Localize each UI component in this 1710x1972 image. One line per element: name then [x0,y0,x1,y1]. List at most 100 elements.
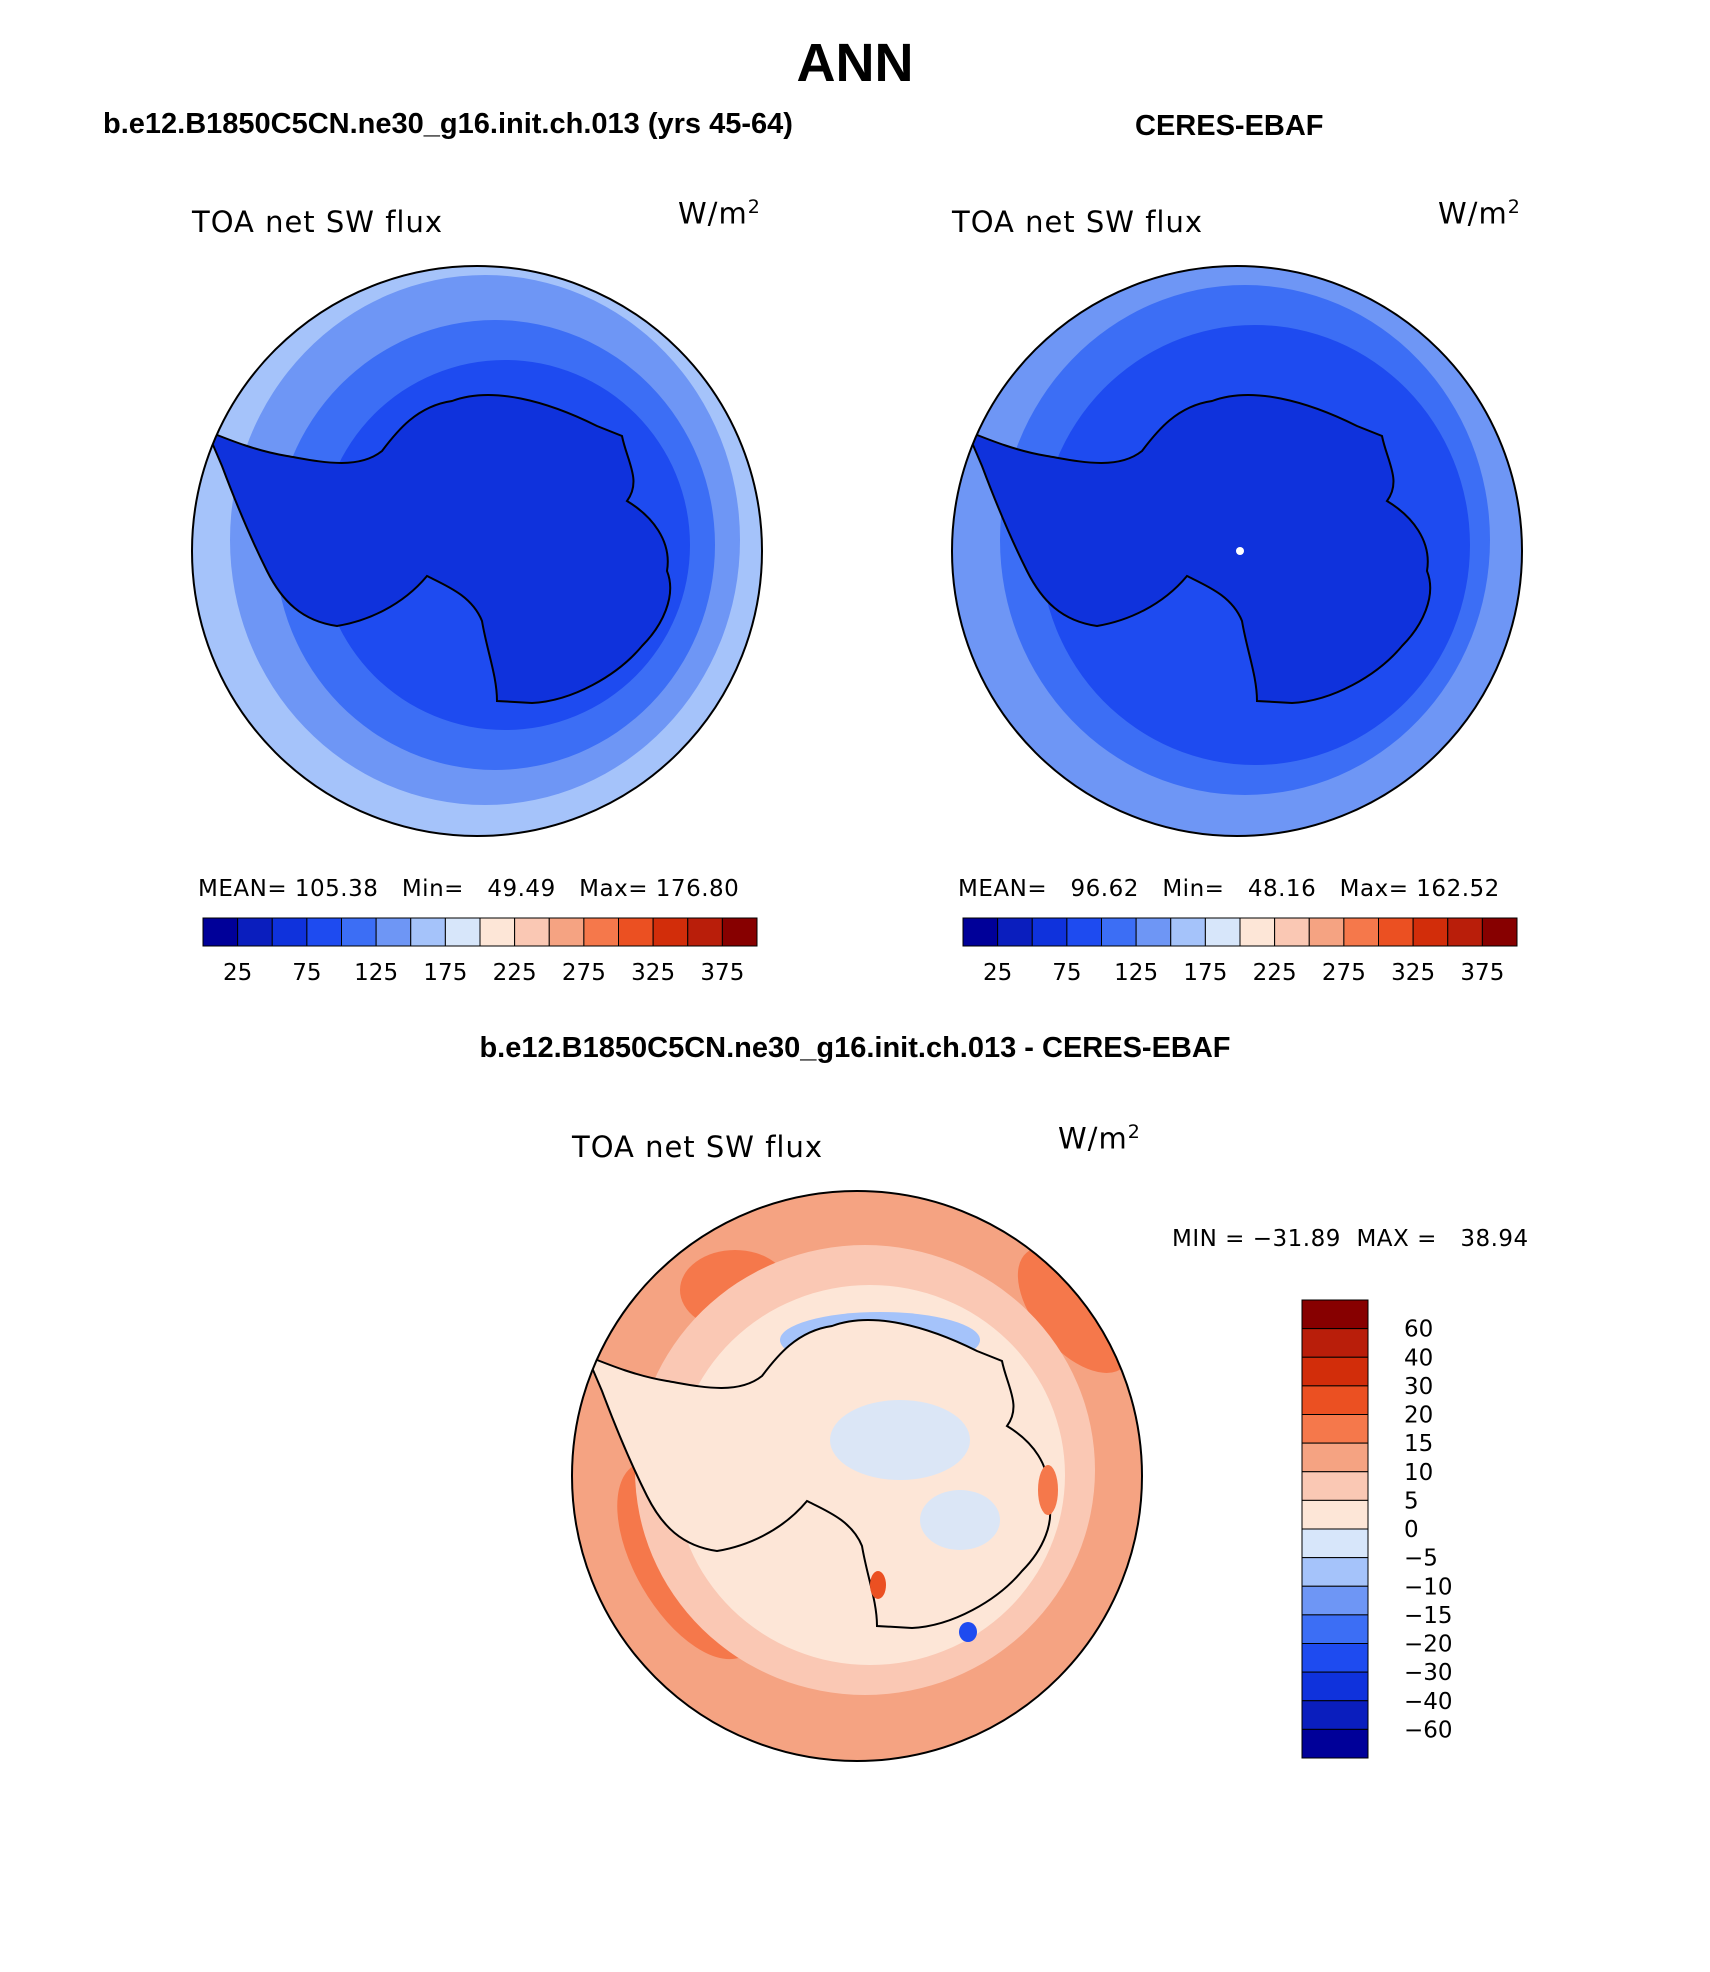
colorbar-box [514,917,550,947]
colorbar-tick-label: −5 [1404,1546,1438,1572]
colorbar-tick-label: 275 [1322,960,1366,986]
colorbar-box [548,917,585,947]
colorbar-box [1301,1328,1369,1358]
colorbar-box [583,917,619,947]
colorbar-tick-label: 375 [700,960,744,986]
colorbar-tick-label: 20 [1404,1403,1433,1429]
colorbar-tick-label: 175 [1183,960,1227,986]
colorbar-box [1301,1643,1369,1673]
colorbar-box [1301,1557,1369,1587]
colorbar-tick-label: 25 [983,960,1012,986]
colorbar-tick-label: 0 [1404,1517,1419,1543]
colorbar-box [1301,1671,1369,1702]
colorbar-tick-label: 375 [1460,960,1504,986]
colorbar-box [1301,1728,1369,1759]
colorbar-box [1301,1471,1369,1501]
right-colorbar: 25 75 125 175 225 275 325 375 [962,917,1518,986]
colorbar-tick-label: 75 [292,960,321,986]
colorbar-tick-label: 225 [493,960,537,986]
right-stats: MEAN= 96.62 Min= 48.16 Max= 162.52 [958,876,1500,902]
colorbar-box [1378,917,1414,947]
colorbar-box [1301,1700,1369,1730]
colorbar-box [375,917,412,947]
colorbar-box [444,917,481,947]
colorbar-box [1343,917,1379,947]
right-map [951,265,1523,837]
diff-variable-label: TOA net SW flux [572,1130,824,1164]
colorbar-box [1301,1385,1369,1415]
right-variable-label: TOA net SW flux [952,205,1204,239]
colorbar-box [1301,1499,1369,1530]
colorbar-box [410,917,446,947]
colorbar-tick-label: 325 [631,960,675,986]
colorbar-box [306,917,342,947]
colorbar-tick-label: −40 [1404,1689,1453,1715]
colorbar-box [721,917,758,947]
colorbar-box [1301,1528,1369,1559]
colorbar-tick-label: 175 [423,960,467,986]
right-panel-title: CERES-EBAF [1135,110,1324,142]
diff-map-border [571,1190,1143,1762]
colorbar-tick-label: 225 [1253,960,1297,986]
colorbar-tick-label: 60 [1404,1317,1433,1343]
colorbar-box [1301,1614,1369,1644]
colorbar-box [1066,917,1102,947]
colorbar-tick-label: 30 [1404,1374,1433,1400]
left-units-label: W/m2 [678,196,761,231]
colorbar-tick-label: 125 [1114,960,1158,986]
colorbar-box [1447,917,1483,947]
colorbar-tick-label: −10 [1404,1574,1453,1600]
right-map-border [951,265,1523,837]
colorbar-box [1301,1442,1369,1473]
colorbar-box [237,917,273,947]
colorbar-box [1481,917,1518,947]
colorbar-tick-label: −15 [1404,1603,1453,1629]
left-map [191,265,763,837]
colorbar-tick-label: 10 [1404,1460,1433,1486]
left-stats: MEAN= 105.38 Min= 49.49 Max= 176.80 [198,876,740,902]
colorbar-tick-label: 275 [562,960,606,986]
colorbar-box [1301,1299,1369,1330]
colorbar-box [962,917,999,947]
left-map-border [191,265,763,837]
colorbar-box [1101,917,1137,947]
colorbar-tick-label: 5 [1404,1488,1419,1514]
colorbar-box [997,917,1033,947]
colorbar-box [1170,917,1206,947]
colorbar-tick-label: 25 [223,960,252,986]
colorbar-tick-label: −30 [1404,1660,1453,1686]
colorbar-box [1239,917,1276,947]
colorbar-tick-label: 15 [1404,1431,1433,1457]
diff-minmax: MIN = −31.89 MAX = 38.94 [1172,1226,1529,1252]
colorbar-box [479,917,516,947]
colorbar-tick-label: −20 [1404,1632,1453,1658]
colorbar-tick-label: 75 [1052,960,1081,986]
colorbar-box [618,917,654,947]
page-title: ANN [796,33,914,93]
left-variable-label: TOA net SW flux [192,205,444,239]
difference-panel-title: b.e12.B1850C5CN.ne30_g16.init.ch.013 - C… [479,1032,1231,1064]
colorbar-tick-label: −60 [1404,1717,1453,1743]
diff-units-label: W/m2 [1058,1121,1141,1156]
colorbar-box [1301,1356,1369,1387]
colorbar-box [1412,917,1449,947]
colorbar-box [202,917,239,947]
colorbar-box [1308,917,1345,947]
right-units-label: W/m2 [1438,196,1521,231]
colorbar-box [1301,1585,1369,1616]
colorbar-tick-label: 125 [354,960,398,986]
colorbar-box [652,917,689,947]
left-panel-title: b.e12.B1850C5CN.ne30_g16.init.ch.013 (yr… [103,108,793,140]
colorbar-box [687,917,723,947]
colorbar-box [1031,917,1068,947]
colorbar-tick-label: 325 [1391,960,1435,986]
colorbar-box [341,917,377,947]
left-colorbar: 25 75 125 175 225 275 325 375 [202,917,758,986]
colorbar-box [1274,917,1310,947]
colorbar-box [1204,917,1241,947]
colorbar-box [1135,917,1172,947]
colorbar-tick-label: 40 [1404,1345,1433,1371]
difference-map [571,1190,1143,1762]
